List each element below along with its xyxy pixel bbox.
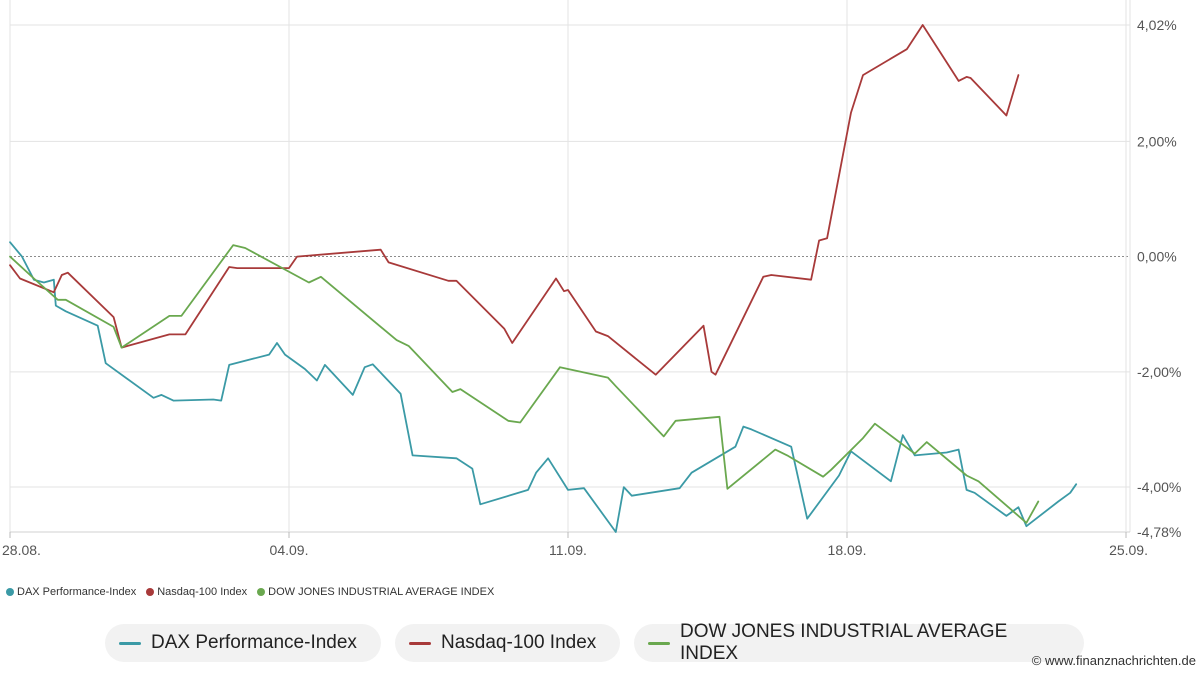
series-lines <box>9 24 1078 533</box>
source-credit[interactable]: © www.finanznachrichten.de <box>1031 653 1196 668</box>
y-tick-label: 2,00% <box>1137 133 1177 149</box>
y-tick-label: 4,02% <box>1137 17 1177 33</box>
y-tick-label: -4,78% <box>1137 524 1181 540</box>
small-legend-item-nasdaq[interactable]: Nasdaq-100 Index <box>146 586 247 598</box>
nasdaq-line-icon <box>409 641 431 645</box>
dow-line-icon <box>648 641 670 645</box>
series-toggle-legend: DAX Performance-Index Nasdaq-100 Index D… <box>0 621 1200 664</box>
x-tick-label: 11.09. <box>549 542 587 558</box>
dow-toggle-label: DOW JONES INDUSTRIAL AVERAGE INDEX <box>679 621 1008 664</box>
dax-toggle-label: DAX Performance-Index <box>151 632 357 653</box>
dax-toggle-button[interactable]: DAX Performance-Index <box>105 624 381 662</box>
x-tick-label: 28.08. <box>2 542 41 558</box>
dow-legend-dot <box>257 588 266 596</box>
nasdaq-toggle-label: Nasdaq-100 Index <box>441 632 597 653</box>
x-axis-ticks: 28.08. 04.09. 11.09. 18.09. 25.09. <box>2 532 1148 558</box>
x-tick-label: 18.09. <box>828 542 867 558</box>
x-tick-label: 25.09. <box>1109 542 1148 558</box>
dow-toggle-button[interactable]: DOW JONES INDUSTRIAL AVERAGE INDEX <box>634 621 1084 664</box>
small-legend-label: DOW JONES INDUSTRIAL AVERAGE INDEX <box>268 586 495 598</box>
grid <box>9 0 1131 533</box>
line-chart: 4,02% 2,00% 0,00% -2,00% -4,00% -4,78% 28.08.… <box>2 0 1181 558</box>
y-tick-label: -2,00% <box>1137 364 1181 380</box>
small-legend: DAX Performance-Index Nasdaq-100 Index D… <box>6 586 494 598</box>
series-line-0[interactable] <box>9 241 1078 533</box>
series-line-1[interactable] <box>9 24 1020 376</box>
series-line-2[interactable] <box>9 244 1040 524</box>
y-tick-label: -4,00% <box>1137 479 1181 495</box>
y-tick-label: 0,00% <box>1137 249 1177 265</box>
small-legend-label: Nasdaq-100 Index <box>157 586 248 598</box>
x-tick-label: 04.09. <box>270 542 309 558</box>
nasdaq-toggle-button[interactable]: Nasdaq-100 Index <box>395 624 620 662</box>
y-axis-ticks: 4,02% 2,00% 0,00% -2,00% -4,00% -4,78% <box>1137 17 1181 540</box>
small-legend-item-dow[interactable]: DOW JONES INDUSTRIAL AVERAGE INDEX <box>257 586 494 598</box>
small-legend-item-dax[interactable]: DAX Performance-Index <box>6 586 136 598</box>
dax-legend-dot <box>6 588 14 596</box>
small-legend-label: DAX Performance-Index <box>17 586 137 598</box>
dax-line-icon <box>119 641 141 645</box>
nasdaq-legend-dot <box>146 588 155 596</box>
